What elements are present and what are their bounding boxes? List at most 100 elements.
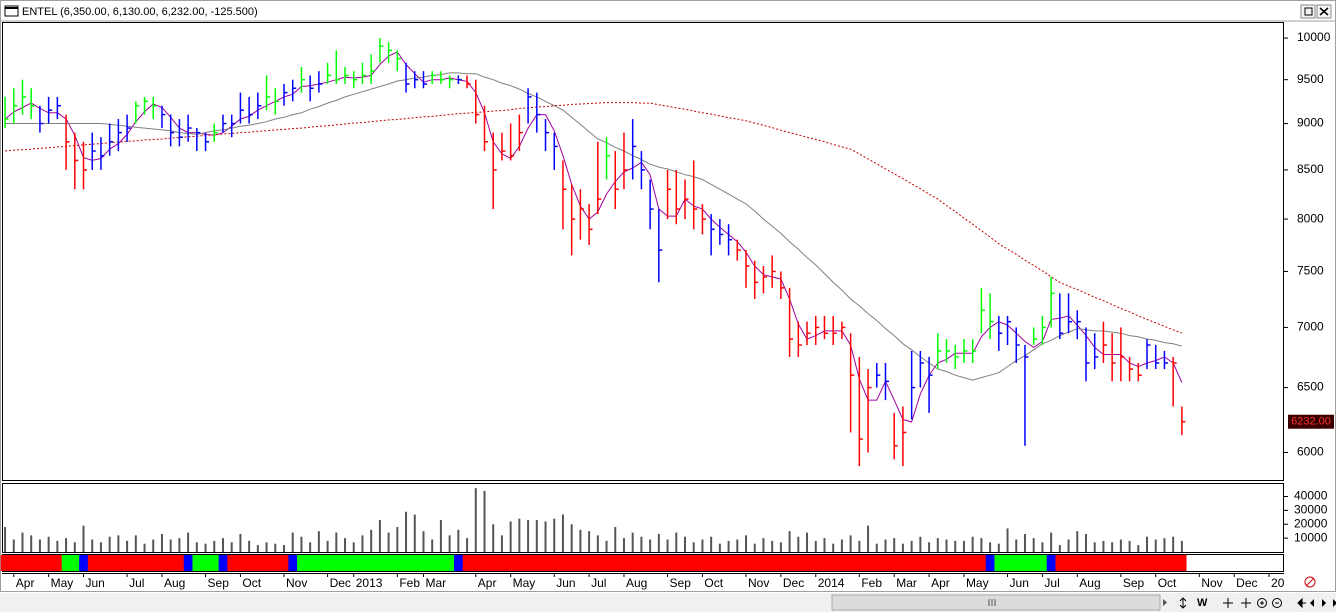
toolbar-move[interactable] [1241,598,1251,608]
volume-bar [736,539,739,552]
toolbar-zoom-in[interactable] [1257,598,1267,608]
y-tick-label: 6500 [1297,380,1324,394]
volume-bar [561,514,564,552]
toolbar-end[interactable] [1333,599,1336,607]
signal-band [401,555,411,571]
volume-bar [378,520,381,552]
volume-bar [82,525,85,552]
status-icon[interactable] [1304,576,1316,588]
volume-bar [431,539,434,552]
maximize-button[interactable] [1300,4,1316,19]
volume-bar [204,543,207,552]
volume-bar [745,535,748,552]
signal-band [671,555,681,571]
toolbar-zoom-in-plus [1260,601,1264,605]
signal-band [645,555,655,571]
signal-band [977,555,987,571]
x-tick-label: Jun [556,576,575,590]
x-tick-label: Sep [670,576,692,590]
last-price-box [1288,414,1334,429]
signal-band [759,555,769,571]
signal-band [61,555,71,571]
volume-bar [579,529,582,552]
volume-bar [727,540,730,552]
signal-band [602,555,612,571]
signal-band [1011,555,1021,571]
signal-band [1160,555,1170,571]
status-icon-slash [1306,578,1314,586]
volume-bar [596,535,599,552]
signal-band [1072,555,1082,571]
signal-band [820,555,830,571]
maximize-icon [1304,7,1313,16]
x-tick-label: Nov [748,576,769,590]
volume-bar [1180,540,1183,552]
signal-band [166,555,176,571]
signal-band [549,555,559,571]
signal-band [436,555,446,571]
signal-band [1116,555,1126,571]
signal-band [201,555,211,571]
x-tick-label: 2013 [356,576,383,590]
signal-band [741,555,751,571]
signal-band [837,555,847,571]
volume-bar [300,536,303,552]
signal-band [523,555,533,571]
volume-tick-label: 20000 [1294,516,1328,530]
y-tick-label: 9000 [1297,116,1324,130]
volume-bar [178,538,181,552]
toolbar-back[interactable] [1297,597,1306,609]
x-tick-label: May [966,576,989,590]
signal-band [410,555,420,571]
signal-band [70,555,80,571]
signal-band [872,555,882,571]
signal-band [79,555,89,571]
x-tick-label: Jun [1010,576,1029,590]
scroll-thumb[interactable] [831,594,1161,611]
signal-band [35,555,45,571]
signal-band [114,555,124,571]
window-icon[interactable] [4,5,19,17]
volume-bar [518,518,521,552]
toolbar-w[interactable]: W [1197,597,1208,609]
x-tick-label: May [513,576,536,590]
volume-bar [1015,539,1018,552]
volume-bar [858,540,861,552]
volume-bar [1163,538,1166,552]
toolbar-zoom-out[interactable] [1272,598,1282,608]
signal-band [44,555,54,571]
signal-band [706,555,716,571]
scroll-right-arrow[interactable] [1163,599,1167,606]
toolbar-prev[interactable] [1310,599,1314,607]
toolbar-next[interactable] [1322,599,1326,607]
signal-band [18,555,28,571]
signal-band [218,555,228,571]
volume-bar [466,538,469,552]
x-tick-label: Jul [1044,576,1059,590]
volume-bar [65,538,68,552]
volume-bar [413,514,416,552]
toolbar-vertical-scale[interactable] [1179,597,1187,609]
signal-band [427,555,437,571]
volume-bar [256,545,259,552]
volume-bar [570,524,573,552]
signal-band [323,555,333,571]
volume-tick-label: 40000 [1294,489,1328,503]
signal-band [140,555,150,571]
signal-band [576,555,586,571]
volume-bar [1023,533,1026,552]
x-tick-label: Oct [1158,576,1177,590]
x-tick-label: Apr [478,576,497,590]
volume-bar [509,521,512,552]
signal-band [654,555,664,571]
y-tick-label: 7000 [1297,320,1324,334]
volume-bar [221,538,224,552]
volume-bar [692,542,695,552]
toolbar-pan[interactable] [1223,598,1233,608]
x-tick-label: Oct [704,576,723,590]
x-tick-label: Aug [626,576,647,590]
signal-band [305,555,315,571]
signal-band [811,555,821,571]
signal-band [445,555,455,571]
volume-bar [195,542,198,552]
